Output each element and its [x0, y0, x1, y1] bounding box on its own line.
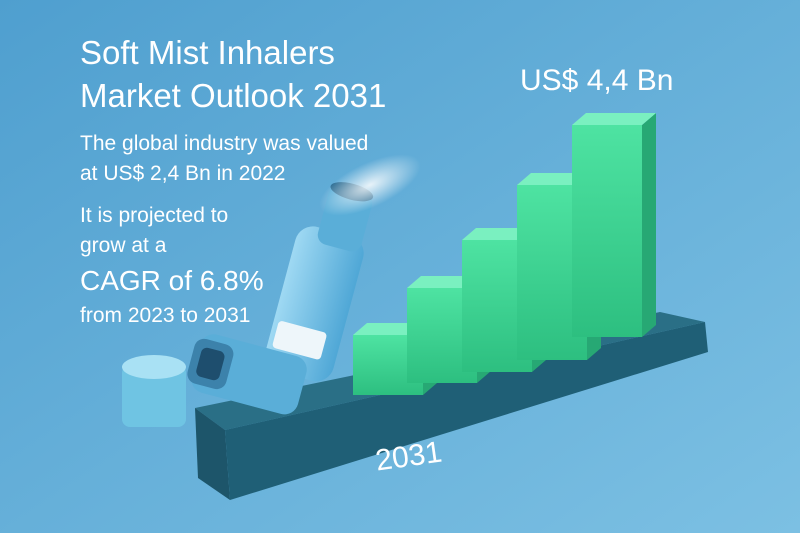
valuation-line: The global industry was valued	[80, 132, 368, 155]
bar-face	[572, 113, 656, 125]
bars	[353, 113, 656, 395]
forecast-value: US$ 4,4 Bn	[520, 64, 673, 97]
cagr: CAGR of 6.8%	[80, 265, 264, 296]
title-line: Soft Mist Inhalers	[80, 34, 335, 71]
inhaler-cap	[122, 355, 186, 427]
projection-line: from 2023 to 2031	[80, 304, 250, 327]
bar-face	[642, 113, 656, 337]
title-line: Market Outlook 2031	[80, 77, 386, 114]
valuation-line: at US$ 2,4 Bn in 2022	[80, 162, 285, 185]
bar-face	[572, 125, 642, 337]
mist	[319, 154, 421, 216]
projection-line: It is projected to	[80, 204, 228, 227]
projection-line: grow at a	[80, 234, 167, 257]
